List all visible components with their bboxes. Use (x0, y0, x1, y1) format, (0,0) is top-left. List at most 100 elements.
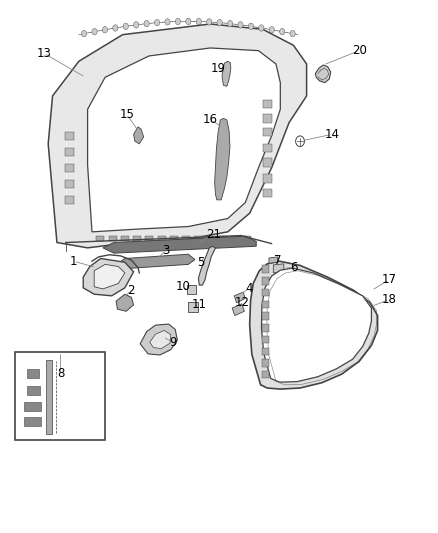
Bar (244, 236, 251, 241)
Bar (262, 301, 269, 308)
Circle shape (123, 23, 128, 29)
Bar (133, 236, 141, 241)
Bar (263, 100, 272, 108)
Polygon shape (46, 360, 52, 434)
Circle shape (113, 25, 118, 31)
Circle shape (238, 22, 243, 28)
Bar (262, 371, 269, 378)
Text: 6: 6 (290, 261, 297, 274)
Bar (121, 236, 129, 241)
Polygon shape (222, 61, 231, 86)
Bar (15, 352, 105, 440)
Circle shape (196, 18, 201, 25)
Polygon shape (261, 268, 371, 382)
Circle shape (248, 23, 254, 29)
Bar (262, 324, 269, 332)
Polygon shape (134, 127, 144, 144)
Bar (27, 386, 40, 395)
Bar (262, 348, 269, 355)
Polygon shape (273, 264, 284, 273)
Text: 5: 5 (197, 256, 204, 269)
Polygon shape (103, 236, 256, 253)
Polygon shape (198, 246, 215, 285)
Polygon shape (140, 324, 177, 355)
Text: 2: 2 (127, 284, 134, 297)
Circle shape (269, 27, 274, 33)
Bar (207, 236, 215, 241)
Text: 21: 21 (206, 228, 221, 241)
Bar (262, 277, 269, 285)
Bar (262, 312, 269, 320)
Text: 7: 7 (274, 254, 282, 266)
Text: 1: 1 (70, 255, 78, 268)
Bar (96, 236, 104, 241)
Circle shape (144, 20, 149, 27)
Circle shape (217, 20, 222, 26)
Circle shape (81, 30, 87, 37)
Bar (109, 236, 117, 241)
Polygon shape (118, 254, 195, 269)
Bar (24, 417, 41, 426)
Polygon shape (250, 261, 378, 389)
Bar (263, 144, 272, 152)
Bar (231, 236, 239, 241)
Text: 10: 10 (176, 280, 191, 293)
Bar (263, 158, 272, 167)
Polygon shape (234, 292, 245, 303)
Text: 17: 17 (381, 273, 396, 286)
Circle shape (296, 136, 304, 147)
Polygon shape (94, 264, 125, 289)
Circle shape (165, 19, 170, 25)
Circle shape (186, 18, 191, 25)
Polygon shape (269, 257, 278, 263)
Bar (262, 359, 269, 367)
Circle shape (290, 30, 295, 37)
Polygon shape (88, 48, 280, 232)
Polygon shape (150, 330, 171, 349)
Polygon shape (187, 285, 196, 294)
Bar (263, 189, 272, 197)
Polygon shape (48, 24, 307, 248)
Bar (263, 114, 272, 123)
Circle shape (92, 28, 97, 35)
Text: 4: 4 (245, 282, 253, 295)
Bar (263, 128, 272, 136)
Circle shape (259, 25, 264, 31)
Text: 14: 14 (325, 128, 339, 141)
Bar (194, 236, 202, 241)
Bar (262, 336, 269, 343)
Circle shape (155, 20, 160, 26)
Text: 16: 16 (203, 114, 218, 126)
Circle shape (175, 18, 180, 25)
Bar (65, 164, 74, 172)
Text: 18: 18 (381, 293, 396, 306)
Polygon shape (315, 65, 331, 83)
Bar (27, 369, 39, 378)
Bar (262, 265, 269, 273)
Bar (24, 402, 41, 411)
Bar (262, 289, 269, 296)
Bar (158, 236, 166, 241)
Text: 11: 11 (192, 298, 207, 311)
Text: 9: 9 (169, 336, 177, 349)
Circle shape (279, 28, 285, 35)
Text: 15: 15 (120, 108, 134, 121)
Bar (182, 236, 190, 241)
Text: 19: 19 (211, 62, 226, 75)
Polygon shape (116, 294, 134, 311)
Circle shape (102, 27, 108, 33)
Circle shape (134, 22, 139, 28)
Bar (65, 132, 74, 140)
Polygon shape (188, 302, 198, 312)
Bar (65, 148, 74, 156)
Bar (65, 180, 74, 188)
Circle shape (207, 19, 212, 25)
Bar (170, 236, 178, 241)
Bar (263, 174, 272, 183)
Text: 12: 12 (234, 296, 249, 309)
Text: 3: 3 (162, 244, 169, 257)
Text: 20: 20 (352, 44, 367, 57)
Circle shape (227, 20, 233, 27)
Bar (145, 236, 153, 241)
Polygon shape (232, 304, 244, 316)
